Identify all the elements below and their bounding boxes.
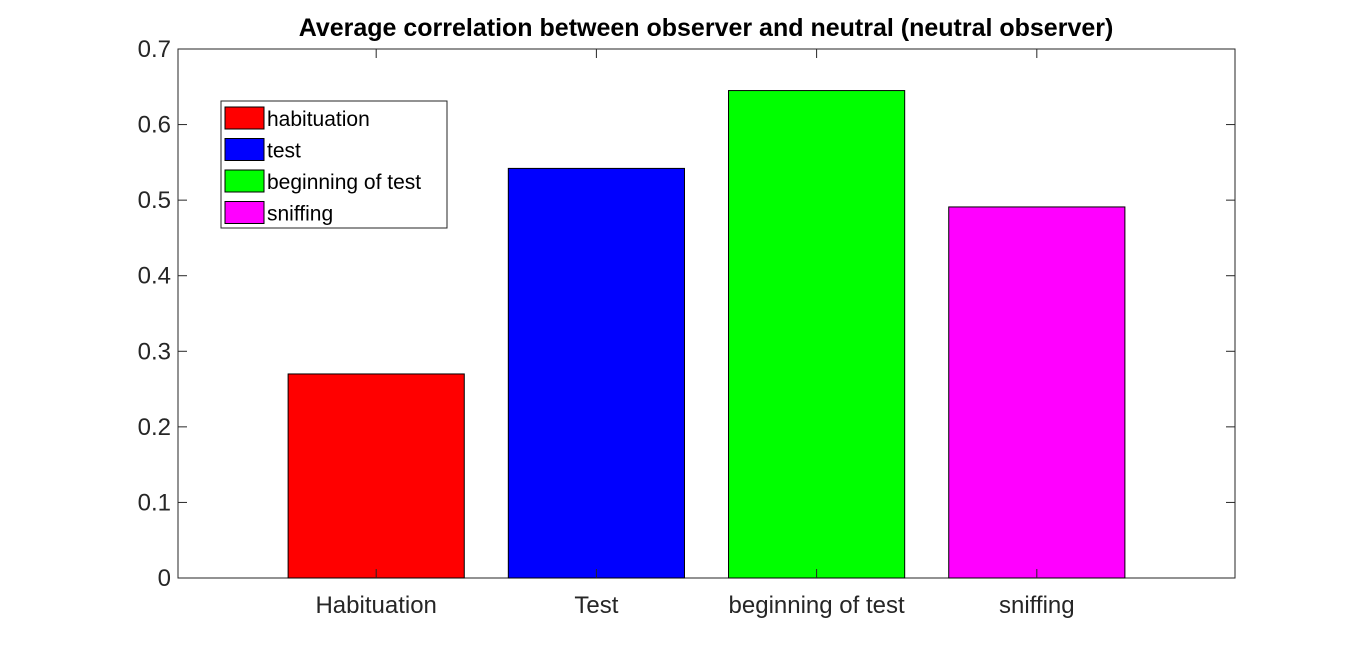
x-tick-label: Test [574,592,618,619]
y-tick-label: 0 [158,565,171,592]
legend-label: sniffing [267,203,333,226]
x-tick-label: Habituation [315,592,436,619]
bar-0 [287,373,465,579]
chart-title: Average correlation between observer and… [299,14,1114,42]
y-tick-label: 0.2 [138,414,171,441]
legend-label: beginning of test [267,171,421,194]
y-tick-label: 0.6 [138,112,171,139]
y-tick-label: 0.3 [138,338,171,365]
y-tick-label: 0.4 [138,263,171,290]
bar-1 [507,167,685,579]
y-tick-label: 0.7 [138,36,171,63]
bar-2 [728,90,906,579]
x-tick-label: sniffing [999,592,1075,619]
legend-label: test [267,140,301,163]
x-tick-label: beginning of test [729,592,905,619]
legend-label: habituation [267,108,370,131]
y-tick-label: 0.5 [138,187,171,214]
y-tick-label: 0.1 [138,489,171,516]
plot-area: 0 0.1 0.2 0.3 0.4 0.5 0.6 0.7 Habituation Test beg… [138,36,1236,619]
bar-3 [948,206,1126,579]
axes-box [177,48,1236,579]
legend-swatch [224,201,265,224]
legend-swatch [224,138,265,161]
legend-swatch [224,106,265,130]
legend-swatch [224,169,265,193]
